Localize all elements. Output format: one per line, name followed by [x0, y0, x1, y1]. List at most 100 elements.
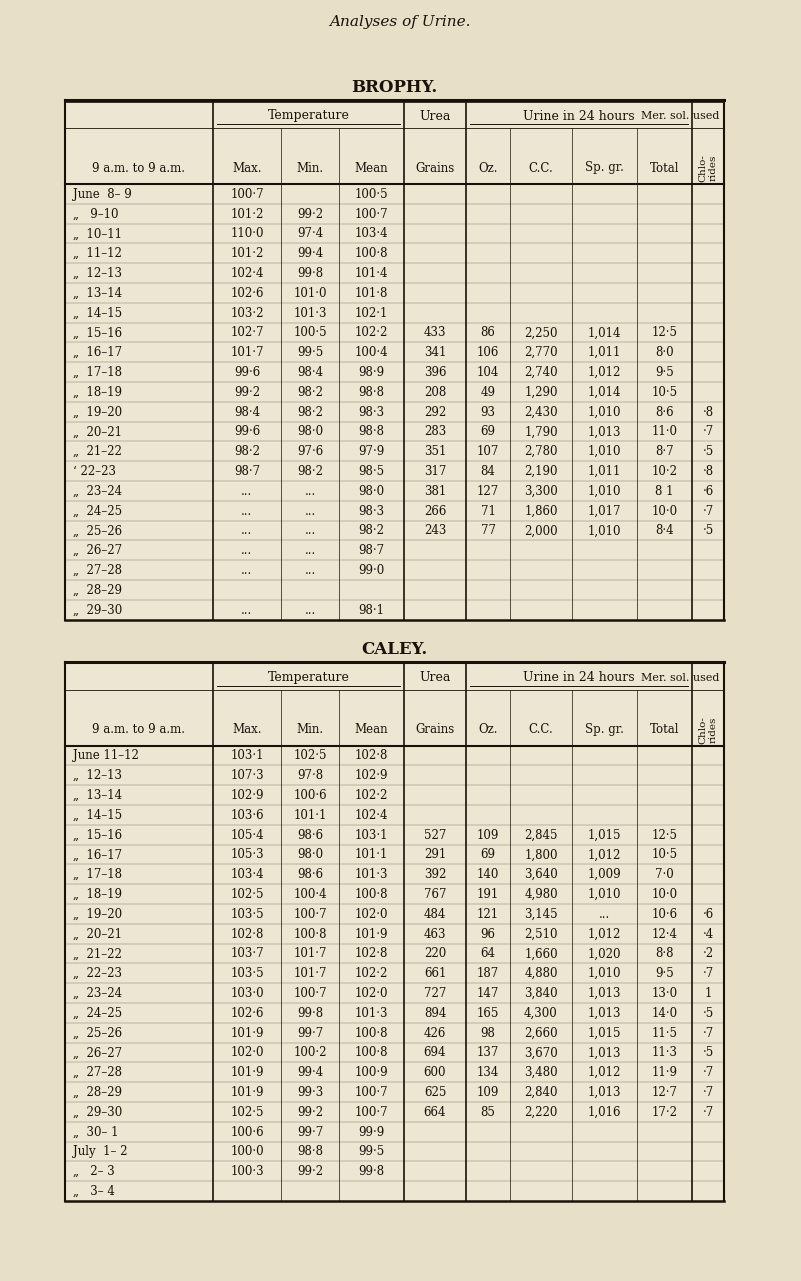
Text: 102·5: 102·5: [230, 888, 264, 901]
Text: 100·5: 100·5: [293, 327, 327, 339]
Text: 69: 69: [481, 425, 496, 438]
Text: „  19–20: „ 19–20: [73, 406, 122, 419]
Bar: [65, 661, 724, 1202]
Text: 10·0: 10·0: [651, 888, 678, 901]
Text: 2,510: 2,510: [524, 927, 557, 940]
Text: 1: 1: [704, 986, 711, 1000]
Text: 100·6: 100·6: [230, 1126, 264, 1139]
Text: „  22–23: „ 22–23: [73, 967, 122, 980]
Text: 8·4: 8·4: [655, 524, 674, 538]
Text: „  28–29: „ 28–29: [73, 584, 122, 597]
Text: 10·6: 10·6: [651, 908, 678, 921]
Text: 101·9: 101·9: [230, 1086, 264, 1099]
Text: 101·1: 101·1: [293, 808, 327, 822]
Text: Total: Total: [650, 722, 679, 737]
Text: Urea: Urea: [419, 671, 451, 684]
Text: 351: 351: [424, 446, 446, 459]
Text: 99·8: 99·8: [297, 266, 323, 281]
Text: 98·0: 98·0: [297, 848, 323, 861]
Text: 86: 86: [481, 327, 496, 339]
Text: 98·2: 98·2: [359, 524, 384, 538]
Text: 99·8: 99·8: [358, 1166, 384, 1179]
Text: 396: 396: [424, 366, 446, 379]
Text: 69: 69: [481, 848, 496, 861]
Text: 661: 661: [424, 967, 446, 980]
Text: 99·6: 99·6: [234, 366, 260, 379]
Text: 85: 85: [481, 1106, 496, 1118]
Text: 49: 49: [481, 386, 496, 398]
Text: ...: ...: [304, 564, 316, 576]
Text: 4,300: 4,300: [524, 1007, 557, 1020]
Text: 103·4: 103·4: [355, 228, 388, 241]
Text: Mer. sol. used: Mer. sol. used: [642, 673, 719, 683]
Text: 1,017: 1,017: [588, 505, 622, 518]
Text: Oz.: Oz.: [478, 161, 497, 174]
Text: ·8: ·8: [702, 406, 714, 419]
Text: Min.: Min.: [296, 161, 324, 174]
Text: 10·5: 10·5: [651, 848, 678, 861]
Text: 99·9: 99·9: [358, 1126, 384, 1139]
Text: „  14–15: „ 14–15: [73, 808, 122, 822]
Text: ...: ...: [241, 484, 252, 498]
Text: „  26–27: „ 26–27: [73, 1047, 122, 1059]
Text: „  14–15: „ 14–15: [73, 306, 122, 319]
Text: 1,800: 1,800: [524, 848, 557, 861]
Text: 1,016: 1,016: [588, 1106, 622, 1118]
Text: ·2: ·2: [702, 948, 714, 961]
Text: 103·5: 103·5: [230, 908, 264, 921]
Text: June  8– 9: June 8– 9: [73, 188, 131, 201]
Text: ‘ 22–23: ‘ 22–23: [73, 465, 116, 478]
Text: 97·8: 97·8: [297, 769, 323, 783]
Text: 1,660: 1,660: [524, 948, 557, 961]
Text: July  1– 2: July 1– 2: [73, 1145, 127, 1158]
Text: 103·7: 103·7: [230, 948, 264, 961]
Text: 1,014: 1,014: [588, 327, 622, 339]
Text: 101·2: 101·2: [231, 247, 264, 260]
Text: ...: ...: [304, 524, 316, 538]
Text: ...: ...: [241, 564, 252, 576]
Text: 100·3: 100·3: [230, 1166, 264, 1179]
Text: 3,480: 3,480: [524, 1066, 557, 1079]
Text: 2,220: 2,220: [525, 1106, 557, 1118]
Text: 101·9: 101·9: [230, 1066, 264, 1079]
Text: „  27–28: „ 27–28: [73, 564, 122, 576]
Text: Mer. sol. used: Mer. sol. used: [642, 111, 719, 120]
Text: „  18–19: „ 18–19: [73, 888, 122, 901]
Text: 103·2: 103·2: [230, 306, 264, 319]
Text: ·6: ·6: [702, 908, 714, 921]
Text: Oz.: Oz.: [478, 722, 497, 737]
Text: 767: 767: [424, 888, 446, 901]
Text: 101·3: 101·3: [293, 306, 327, 319]
Text: 98·1: 98·1: [359, 603, 384, 616]
Text: „  29–30: „ 29–30: [73, 603, 123, 616]
Text: Chlo-
rides: Chlo- rides: [698, 154, 718, 182]
Text: 100·5: 100·5: [355, 188, 388, 201]
Text: 107·3: 107·3: [230, 769, 264, 783]
Text: 127: 127: [477, 484, 499, 498]
Text: 102·4: 102·4: [355, 808, 388, 822]
Text: 102·5: 102·5: [293, 749, 327, 762]
Text: „  10–11: „ 10–11: [73, 228, 122, 241]
Text: ·7: ·7: [702, 1066, 714, 1079]
Text: 103·4: 103·4: [230, 869, 264, 881]
Text: 625: 625: [424, 1086, 446, 1099]
Text: 98·9: 98·9: [358, 366, 384, 379]
Text: 103·1: 103·1: [355, 829, 388, 842]
Text: 102·0: 102·0: [355, 986, 388, 1000]
Text: 191: 191: [477, 888, 499, 901]
Text: 1,013: 1,013: [588, 1086, 622, 1099]
Text: 102·5: 102·5: [230, 1106, 264, 1118]
Text: 12·5: 12·5: [651, 327, 678, 339]
Text: „   2– 3: „ 2– 3: [73, 1166, 115, 1179]
Text: 100·7: 100·7: [293, 908, 327, 921]
Text: 102·2: 102·2: [355, 967, 388, 980]
Text: „   3– 4: „ 3– 4: [73, 1185, 115, 1198]
Text: 392: 392: [424, 869, 446, 881]
Text: 1,790: 1,790: [524, 425, 557, 438]
Text: 12·7: 12·7: [651, 1086, 678, 1099]
Text: ·7: ·7: [702, 967, 714, 980]
Text: 98·4: 98·4: [234, 406, 260, 419]
Text: 98·6: 98·6: [297, 869, 323, 881]
Text: Sp. gr.: Sp. gr.: [585, 161, 624, 174]
Text: 101·9: 101·9: [230, 1026, 264, 1040]
